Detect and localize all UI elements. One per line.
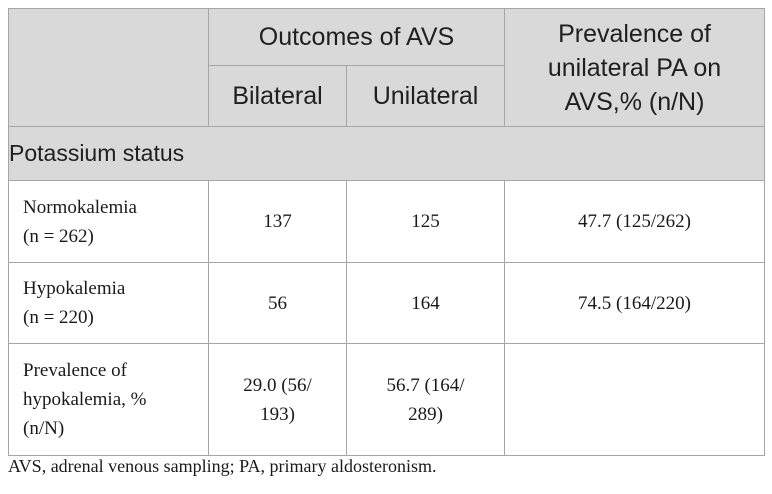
row-label-line: (n = 262) xyxy=(23,225,94,247)
header-prevalence-line3: AVS,% (n/N) xyxy=(564,87,705,116)
cell-prevalence: 47.7 (125/262) xyxy=(504,180,765,263)
section-row: Potassium status xyxy=(8,126,765,181)
row-label-line: (n = 220) xyxy=(23,307,94,328)
header-prevalence-unilateral: Prevalence of unilateral PA on AVS,% (n/… xyxy=(504,8,765,127)
cell-line: 289) xyxy=(408,403,443,425)
row-label-line: Normokalemia xyxy=(23,196,137,218)
cell-prevalence xyxy=(504,343,765,456)
cell-prevalence: 74.5 (164/220) xyxy=(504,262,765,344)
row-label-line: Prevalence of xyxy=(23,360,127,381)
row-label-hypokalemia: Hypokalemia (n = 220) xyxy=(8,262,209,344)
header-row-1: Outcomes of AVS Prevalence of unilateral… xyxy=(8,8,765,127)
row-label-line: Hypokalemia xyxy=(23,278,126,299)
header-bilateral: Bilateral xyxy=(208,65,347,127)
cell-unilateral: 164 xyxy=(346,262,505,344)
results-table: Outcomes of AVS Prevalence of unilateral… xyxy=(8,8,765,456)
cell-unilateral: 125 xyxy=(346,180,505,263)
cell-bilateral: 29.0 (56/ 193) xyxy=(208,343,347,456)
cell-line: 56.7 (164/ xyxy=(386,374,465,396)
row-label-line: (n/N) xyxy=(23,418,65,439)
header-row-2: Bilateral Unilateral xyxy=(9,65,765,127)
table-footnote: AVS, adrenal venous sampling; PA, primar… xyxy=(8,456,437,476)
table-row: Hypokalemia (n = 220) 56 164 74.5 (164/2… xyxy=(8,262,765,344)
row-label-line: hypokalemia, % xyxy=(23,389,147,410)
table-row: Prevalence of hypokalemia, % (n/N) 29.0 … xyxy=(8,343,765,456)
header-empty-cell xyxy=(8,8,209,127)
section-potassium-status: Potassium status xyxy=(8,126,765,181)
header-unilateral: Unilateral xyxy=(346,65,505,127)
header-outcomes-of-avs: Outcomes of AVS xyxy=(208,8,505,66)
row-label-prevalence-hypokalemia: Prevalence of hypokalemia, % (n/N) xyxy=(8,343,209,456)
cell-line: 29.0 (56/ xyxy=(243,374,312,396)
table-row: Normokalemia (n = 262) 137 125 47.7 (125… xyxy=(8,180,765,263)
header-prevalence-line2: unilateral PA on xyxy=(547,53,722,82)
cell-line: 193) xyxy=(260,403,295,425)
row-label-normokalemia: Normokalemia (n = 262) xyxy=(8,180,209,263)
cell-unilateral: 56.7 (164/ 289) xyxy=(346,343,505,456)
cell-bilateral: 56 xyxy=(208,262,347,344)
cell-bilateral: 137 xyxy=(208,180,347,263)
header-prevalence-line1: Prevalence of xyxy=(558,19,711,48)
